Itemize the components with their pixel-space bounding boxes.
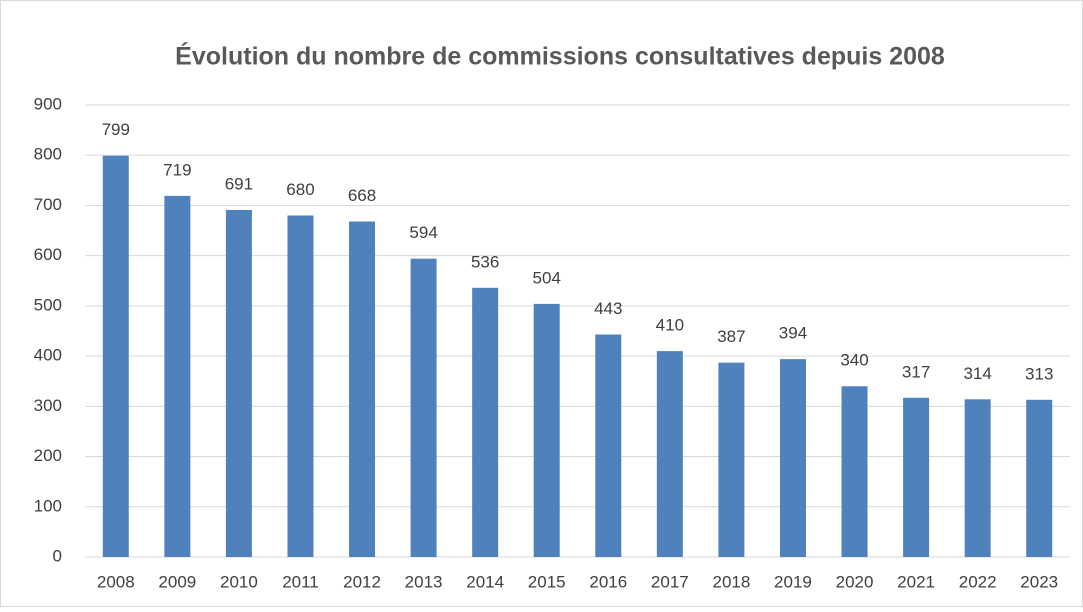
y-tick-label: 500 (34, 295, 62, 314)
y-tick-label: 800 (34, 145, 62, 164)
data-label: 504 (533, 268, 561, 287)
bar (841, 386, 868, 557)
x-tick-label: 2014 (466, 572, 504, 591)
bar (595, 334, 622, 557)
data-label: 719 (163, 160, 191, 179)
data-label: 313 (1025, 364, 1053, 383)
x-tick-label: 2016 (589, 572, 627, 591)
bar (164, 195, 191, 557)
bar (410, 258, 437, 557)
x-tick-label: 2011 (282, 572, 319, 591)
x-tick-label: 2010 (220, 572, 258, 591)
data-label: 314 (963, 364, 991, 383)
data-label: 536 (471, 252, 499, 271)
bar (287, 215, 314, 557)
y-tick-label: 0 (53, 546, 62, 565)
y-tick-label: 100 (34, 496, 62, 515)
bar (1026, 399, 1053, 557)
data-label: 594 (409, 223, 437, 242)
data-label: 387 (717, 327, 745, 346)
y-tick-label: 200 (34, 446, 62, 465)
y-tick-label: 600 (34, 245, 62, 264)
data-label: 340 (840, 351, 868, 370)
bar (533, 303, 560, 557)
x-tick-label: 2023 (1020, 572, 1058, 591)
data-label: 799 (102, 120, 130, 139)
x-tick-label: 2022 (959, 572, 997, 591)
bar (718, 362, 745, 557)
y-tick-label: 300 (34, 396, 62, 415)
y-tick-label: 900 (34, 94, 62, 113)
bar (656, 351, 683, 557)
x-tick-label: 2012 (343, 572, 381, 591)
x-tick-label: 2021 (897, 572, 935, 591)
data-label: 668 (348, 186, 376, 205)
bar (472, 287, 499, 557)
chart-title: Évolution du nombre de commissions consu… (175, 42, 945, 71)
data-label: 691 (225, 174, 253, 193)
x-tick-label: 2008 (97, 572, 135, 591)
x-tick-label: 2019 (774, 572, 812, 591)
bar (779, 359, 806, 557)
bar (964, 399, 991, 557)
x-tick-label: 2009 (158, 572, 196, 591)
data-label: 443 (594, 299, 622, 318)
x-tick-label: 2015 (528, 572, 566, 591)
x-tick-label: 2020 (836, 572, 874, 591)
y-tick-label: 400 (34, 346, 62, 365)
x-tick-label: 2017 (651, 572, 689, 591)
bar (225, 209, 252, 557)
data-label: 394 (779, 324, 807, 343)
data-label: 410 (656, 316, 684, 335)
bar (102, 155, 129, 558)
data-label: 317 (902, 362, 930, 381)
data-label: 680 (286, 180, 314, 199)
bar (903, 397, 930, 557)
y-tick-label: 700 (34, 195, 62, 214)
x-tick-label: 2013 (405, 572, 443, 591)
bar (349, 221, 376, 557)
x-tick-label: 2018 (712, 572, 750, 591)
